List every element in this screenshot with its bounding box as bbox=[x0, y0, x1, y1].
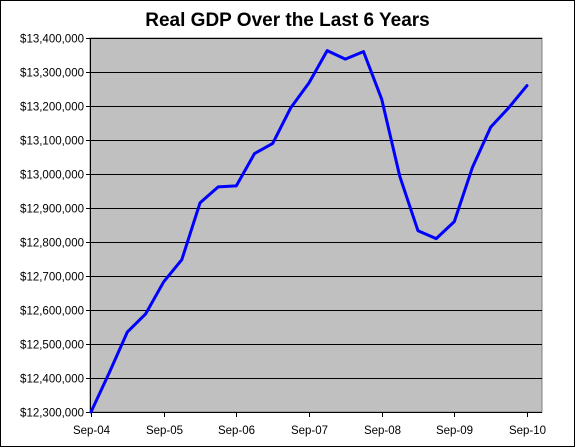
y-tick-label: $12,600,000 bbox=[20, 306, 84, 318]
data-point bbox=[199, 201, 202, 204]
data-point bbox=[180, 258, 183, 261]
data-point bbox=[344, 58, 347, 61]
y-tick-label: $12,800,000 bbox=[20, 238, 84, 250]
x-axis-labels: Sep-04 Sep-05 Sep-06 Sep-07 Sep-08 Sep-09 Sep-… bbox=[73, 412, 546, 437]
data-point bbox=[453, 220, 456, 223]
x-tick-label: Sep-08 bbox=[364, 425, 401, 437]
y-tick-label: $12,500,000 bbox=[20, 340, 84, 352]
x-tick-label: Sep-06 bbox=[218, 425, 255, 437]
data-point bbox=[362, 50, 365, 53]
x-tick-label: Sep-04 bbox=[73, 425, 111, 437]
y-axis-labels: $12,300,000 $12,400,000 $12,500,000 $12,600… bbox=[20, 34, 84, 420]
plot-area bbox=[89, 37, 543, 413]
data-point bbox=[398, 175, 401, 178]
data-point bbox=[435, 237, 438, 240]
y-tick-label: $12,400,000 bbox=[20, 374, 84, 386]
x-tick-label: Sep-10 bbox=[509, 425, 546, 437]
chart-title: Real GDP Over the Last 6 Years bbox=[145, 10, 430, 31]
x-tick-label: Sep-07 bbox=[291, 425, 328, 437]
y-tick-label: $12,300,000 bbox=[20, 408, 84, 420]
data-point bbox=[417, 229, 420, 232]
y-tick-label: $12,700,000 bbox=[20, 272, 84, 284]
y-tick-label: $13,000,000 bbox=[20, 170, 84, 182]
x-tick-label: Sep-09 bbox=[436, 425, 473, 437]
data-point bbox=[126, 331, 129, 334]
data-point bbox=[90, 411, 93, 414]
data-point bbox=[108, 371, 111, 374]
data-point bbox=[253, 152, 256, 155]
data-point bbox=[162, 280, 165, 283]
gridlines bbox=[86, 38, 542, 413]
y-tick-label: $13,200,000 bbox=[20, 102, 84, 114]
y-tick-label: $12,900,000 bbox=[20, 204, 84, 216]
data-point bbox=[144, 313, 147, 316]
gdp-series-line bbox=[89, 49, 529, 414]
data-point bbox=[271, 142, 274, 145]
data-point bbox=[489, 126, 492, 129]
y-tick-label: $13,300,000 bbox=[20, 68, 84, 80]
data-point bbox=[289, 106, 292, 109]
data-point bbox=[217, 185, 220, 188]
data-point bbox=[380, 98, 383, 101]
data-point bbox=[235, 184, 238, 187]
data-point bbox=[308, 81, 311, 84]
y-tick-label: $13,100,000 bbox=[20, 136, 84, 148]
axes bbox=[90, 38, 542, 413]
series-layer bbox=[89, 49, 529, 414]
x-tick-label: Sep-05 bbox=[146, 425, 183, 437]
data-point bbox=[507, 106, 510, 109]
data-point bbox=[326, 49, 329, 52]
data-point bbox=[471, 166, 474, 169]
data-point bbox=[526, 84, 529, 87]
y-tick-label: $13,400,000 bbox=[20, 34, 84, 46]
